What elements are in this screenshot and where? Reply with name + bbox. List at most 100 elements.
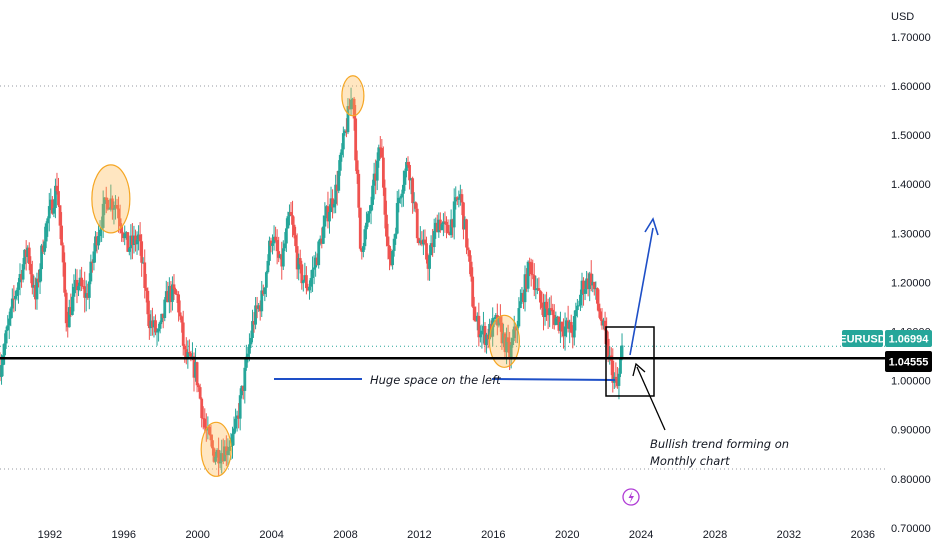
candle-down — [380, 139, 384, 158]
candle-down — [106, 197, 110, 211]
candle-down — [189, 350, 193, 362]
price-tick-label: 1.40000 — [891, 179, 931, 191]
candle-down — [460, 189, 464, 216]
candle-up — [46, 216, 50, 237]
candle-up — [523, 265, 527, 312]
highlight-circle[interactable] — [341, 75, 365, 117]
last-price-tag[interactable]: 1.06994 — [885, 330, 932, 347]
candle-down — [589, 260, 593, 292]
candle-up — [17, 277, 20, 304]
candle-down — [295, 233, 299, 279]
candle-up — [234, 408, 237, 433]
highlight-circle[interactable] — [200, 421, 232, 477]
candle-down — [383, 179, 387, 229]
support-price-tag[interactable]: 1.04555 — [885, 351, 932, 372]
candle-up — [257, 302, 261, 312]
candle-up — [40, 243, 43, 282]
candle-down — [385, 200, 388, 247]
candle-up — [246, 346, 250, 363]
candle-down — [315, 253, 319, 266]
candle-down — [27, 242, 31, 271]
currency-label: USD — [891, 11, 914, 23]
huge-space-line-right[interactable] — [491, 378, 616, 381]
candle-down — [55, 172, 59, 195]
candle-down — [537, 277, 541, 291]
candle-down — [207, 424, 211, 436]
callout-arrow-line — [636, 366, 666, 431]
candle-up — [317, 239, 321, 269]
candle-up — [338, 152, 342, 176]
candle-up — [54, 178, 57, 219]
candle-down — [184, 337, 188, 365]
candle-down — [551, 303, 555, 329]
candle-up — [371, 179, 374, 211]
candle-up — [152, 316, 156, 338]
candle-down — [549, 295, 553, 312]
price-tick-label: 1.20000 — [891, 277, 931, 289]
candle-up — [365, 211, 368, 240]
candle-up — [137, 225, 140, 251]
symbol-tag[interactable]: EURUSD — [839, 330, 886, 347]
candle-up — [565, 317, 568, 338]
candle-down — [420, 231, 424, 247]
candle-up — [114, 195, 117, 220]
candle-up — [554, 311, 558, 326]
candle-up — [194, 348, 197, 382]
candle-down — [446, 219, 450, 234]
candle-down — [542, 293, 545, 331]
candle-up — [49, 188, 53, 211]
candle-up — [434, 217, 438, 239]
candle-down — [381, 146, 385, 196]
highlight-box[interactable] — [605, 326, 655, 397]
candle-down — [211, 434, 214, 456]
candle-down — [198, 383, 202, 400]
highlight-circle[interactable] — [91, 164, 131, 234]
candle-up — [502, 323, 505, 348]
candle-down — [197, 383, 201, 392]
candle-down — [503, 332, 507, 359]
candle-up — [463, 216, 467, 230]
candle-up — [206, 416, 210, 440]
candle-up — [124, 231, 128, 240]
candle-up — [555, 315, 559, 326]
candle-up — [588, 271, 592, 302]
lightning-icon — [628, 491, 634, 504]
time-axis[interactable]: 1992 1996 2000 2004 2008 2012 2016 2020 2024 2028… — [38, 529, 875, 541]
candle-up — [218, 450, 222, 469]
time-tick-label: 2036 — [851, 529, 875, 541]
candle-down — [455, 196, 459, 206]
candle-up — [6, 315, 10, 331]
candle-up — [509, 337, 513, 369]
event-marker[interactable] — [622, 488, 640, 506]
candle-down — [292, 216, 296, 239]
candle-up — [288, 204, 291, 226]
candle-down — [345, 118, 348, 138]
candle-up — [519, 289, 522, 309]
candle-up — [52, 198, 56, 218]
candle-up — [141, 257, 145, 264]
candle-down — [358, 207, 362, 251]
candle-up — [240, 385, 244, 399]
candle-down — [508, 331, 512, 371]
candle-up — [323, 202, 327, 238]
candle-up — [526, 260, 530, 293]
candle-up — [281, 240, 285, 271]
candle-up — [318, 235, 322, 246]
bullish-arrow-line[interactable] — [629, 227, 654, 356]
candle-up — [84, 280, 88, 312]
candle-down — [514, 324, 518, 343]
candle-down — [126, 232, 130, 252]
candle-up — [548, 297, 552, 328]
time-tick-label: 1996 — [112, 529, 136, 541]
candle-up — [243, 358, 247, 404]
candle-down — [468, 249, 471, 275]
candle-up — [535, 278, 539, 295]
candle-down — [37, 269, 40, 288]
candle-down — [571, 325, 575, 349]
candle-up — [602, 317, 605, 330]
candle-down — [495, 303, 499, 336]
candle-up — [7, 311, 11, 339]
highlight-circle[interactable] — [488, 314, 520, 368]
